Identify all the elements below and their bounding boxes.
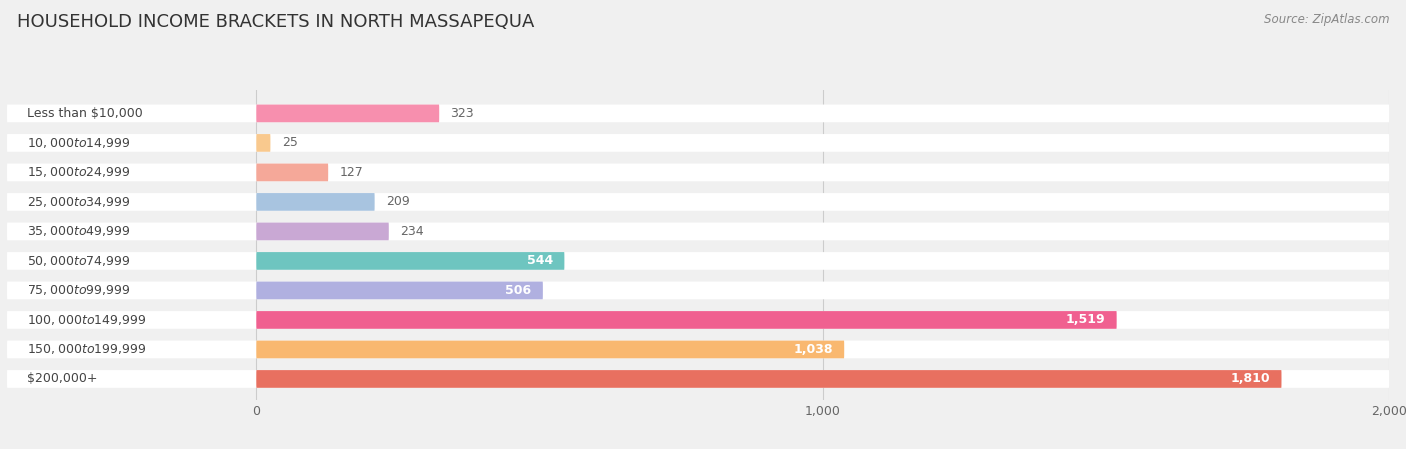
FancyBboxPatch shape <box>256 311 1116 329</box>
Text: 1,810: 1,810 <box>1230 373 1270 385</box>
FancyBboxPatch shape <box>256 134 270 152</box>
FancyBboxPatch shape <box>256 370 1281 388</box>
FancyBboxPatch shape <box>7 134 1389 152</box>
Text: $150,000 to $199,999: $150,000 to $199,999 <box>27 343 146 357</box>
FancyBboxPatch shape <box>7 252 1389 270</box>
FancyBboxPatch shape <box>7 223 1389 240</box>
FancyBboxPatch shape <box>7 341 1389 358</box>
Text: $15,000 to $24,999: $15,000 to $24,999 <box>27 165 131 180</box>
Text: $10,000 to $14,999: $10,000 to $14,999 <box>27 136 131 150</box>
FancyBboxPatch shape <box>7 311 1389 329</box>
FancyBboxPatch shape <box>7 105 1389 122</box>
FancyBboxPatch shape <box>256 223 389 240</box>
Text: 544: 544 <box>527 255 553 268</box>
Text: Less than $10,000: Less than $10,000 <box>27 107 143 120</box>
FancyBboxPatch shape <box>256 341 844 358</box>
Text: $100,000 to $149,999: $100,000 to $149,999 <box>27 313 146 327</box>
Text: 323: 323 <box>450 107 474 120</box>
Text: 506: 506 <box>505 284 531 297</box>
FancyBboxPatch shape <box>7 282 1389 299</box>
Text: 1,038: 1,038 <box>793 343 832 356</box>
FancyBboxPatch shape <box>256 252 564 270</box>
Text: HOUSEHOLD INCOME BRACKETS IN NORTH MASSAPEQUA: HOUSEHOLD INCOME BRACKETS IN NORTH MASSA… <box>17 13 534 31</box>
Text: $35,000 to $49,999: $35,000 to $49,999 <box>27 224 131 238</box>
Text: 25: 25 <box>281 136 298 150</box>
FancyBboxPatch shape <box>7 370 1389 388</box>
Text: 234: 234 <box>401 225 423 238</box>
FancyBboxPatch shape <box>256 163 328 181</box>
Text: 127: 127 <box>339 166 363 179</box>
Text: Source: ZipAtlas.com: Source: ZipAtlas.com <box>1264 13 1389 26</box>
FancyBboxPatch shape <box>256 193 374 211</box>
Text: 1,519: 1,519 <box>1066 313 1105 326</box>
FancyBboxPatch shape <box>256 282 543 299</box>
FancyBboxPatch shape <box>256 105 439 122</box>
Text: $200,000+: $200,000+ <box>27 373 97 385</box>
Text: $75,000 to $99,999: $75,000 to $99,999 <box>27 283 131 297</box>
FancyBboxPatch shape <box>7 193 1389 211</box>
FancyBboxPatch shape <box>7 163 1389 181</box>
Text: $25,000 to $34,999: $25,000 to $34,999 <box>27 195 131 209</box>
Text: $50,000 to $74,999: $50,000 to $74,999 <box>27 254 131 268</box>
Text: 209: 209 <box>387 195 409 208</box>
